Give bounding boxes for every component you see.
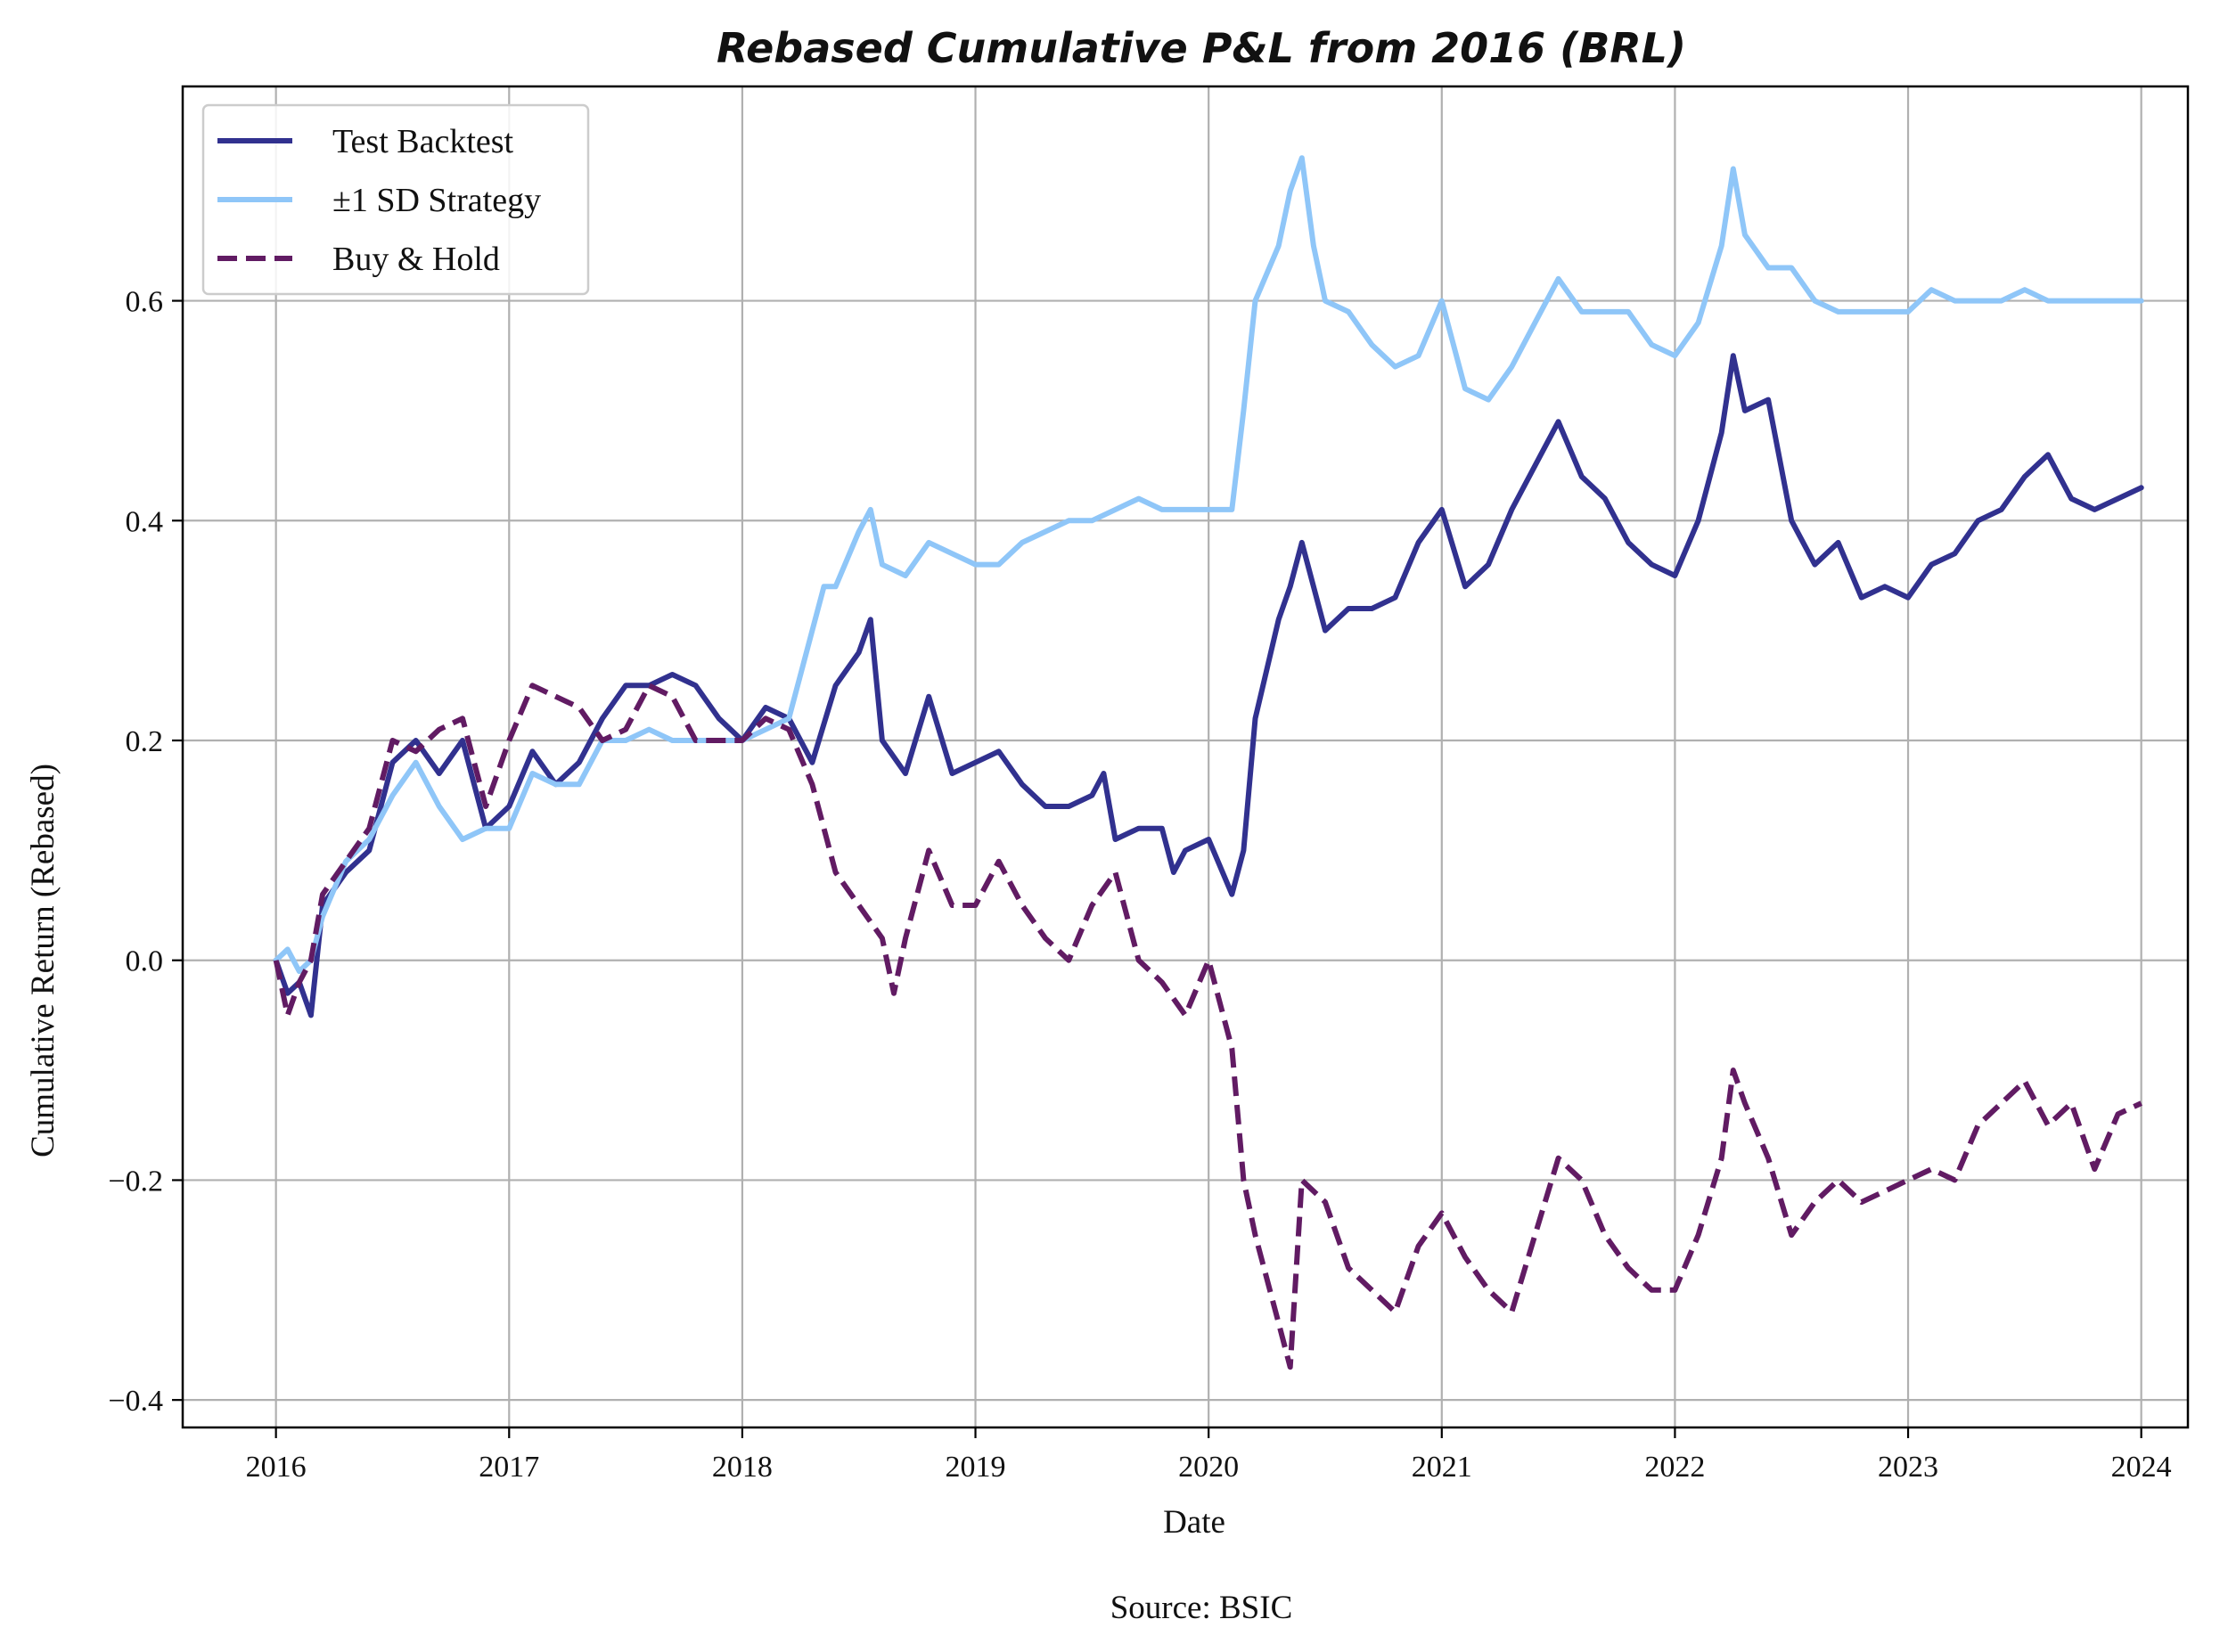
y-tick-label: −0.4 bbox=[108, 1385, 163, 1418]
x-tick-label: 2017 bbox=[479, 1451, 539, 1484]
series-line-1-sd-strategy bbox=[273, 155, 2144, 975]
y-axis-label: Cumulative Return (Rebased) bbox=[25, 764, 61, 1157]
series-layer bbox=[273, 155, 2144, 1370]
legend-label: Buy & Hold bbox=[332, 241, 500, 278]
y-tick-label: 0.2 bbox=[126, 725, 164, 758]
x-tick-label: 2023 bbox=[1878, 1451, 1938, 1484]
x-axis-ticks: 2016 2017 2018 2019 2020 2021 2022 2023 2024 bbox=[246, 1427, 2172, 1484]
plot-area bbox=[273, 155, 2144, 1370]
x-tick-label: 2020 bbox=[1178, 1451, 1239, 1484]
x-axis-label: Date bbox=[1163, 1504, 1225, 1541]
x-tick-label: 2024 bbox=[2111, 1451, 2172, 1484]
series-line-test-backtest bbox=[273, 353, 2144, 1018]
y-tick-label: 0.0 bbox=[126, 945, 164, 978]
chart-title: Rebased Cumulative P&L from 2016 (BRL) bbox=[717, 24, 1686, 72]
x-tick-label: 2018 bbox=[712, 1451, 773, 1484]
x-tick-label: 2019 bbox=[946, 1451, 1006, 1484]
legend: Test Backtest ±1 SD Strategy Buy & Hold bbox=[201, 103, 590, 296]
legend-label: Test Backtest bbox=[332, 123, 514, 160]
x-tick-label: 2021 bbox=[1412, 1451, 1472, 1484]
legend-box bbox=[201, 103, 590, 296]
plot-frame bbox=[181, 85, 2190, 1429]
x-tick-label: 2022 bbox=[1644, 1451, 1705, 1484]
x-tick-label: 2016 bbox=[246, 1451, 307, 1484]
series-line-buy-hold bbox=[273, 683, 2142, 1370]
legend-label: ±1 SD Strategy bbox=[332, 182, 541, 219]
y-tick-label: 0.4 bbox=[126, 505, 164, 538]
source-note: Source: BSIC bbox=[1110, 1590, 1293, 1626]
y-tick-label: −0.2 bbox=[108, 1165, 163, 1198]
y-axis-ticks: −0.4 −0.2 0.0 0.2 0.4 0.6 bbox=[108, 286, 183, 1418]
y-tick-label: 0.6 bbox=[126, 286, 164, 319]
